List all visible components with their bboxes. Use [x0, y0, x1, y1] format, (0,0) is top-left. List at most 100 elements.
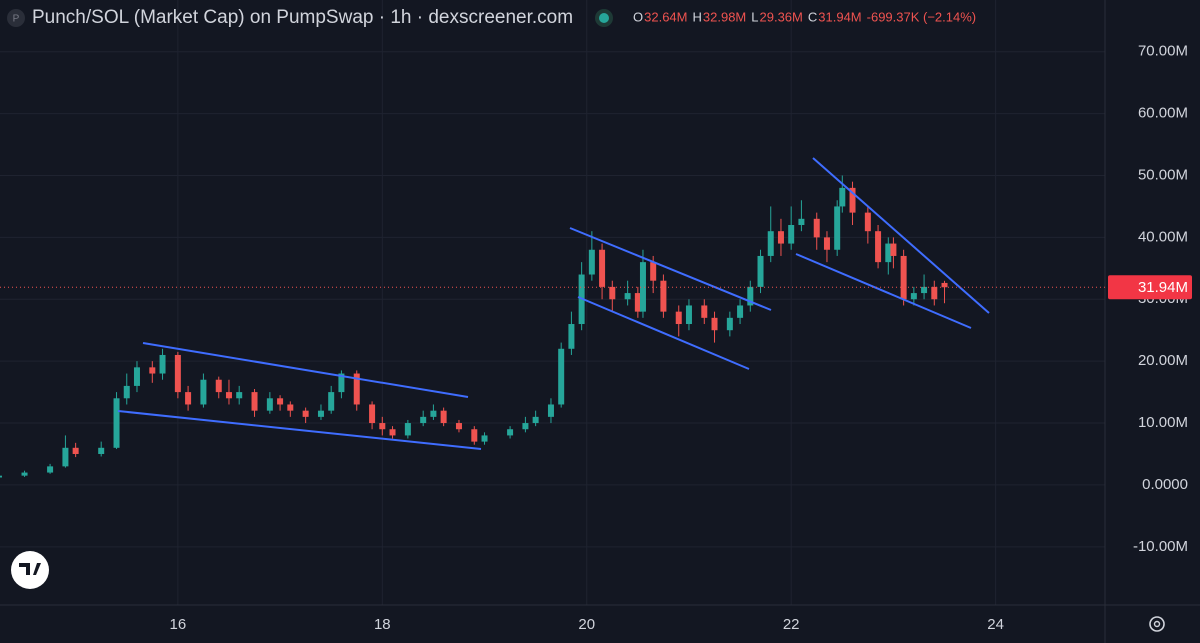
candle-body — [98, 447, 105, 454]
candle-body — [215, 379, 222, 393]
candle-body — [369, 404, 376, 424]
ohlc-change: -699.37K (−2.14%) — [867, 9, 976, 24]
candle-body — [389, 429, 396, 436]
candle-body — [420, 416, 427, 424]
candle-body — [813, 218, 820, 238]
candle-body — [931, 286, 938, 300]
candle-body — [0, 475, 2, 478]
candle-body — [113, 398, 120, 448]
candle-body — [777, 231, 784, 244]
candle-body — [823, 237, 830, 250]
trend-line — [795, 253, 972, 329]
candle-body — [174, 354, 181, 393]
trend-line — [142, 342, 469, 398]
candles — [0, 175, 948, 478]
candle-body — [225, 392, 232, 399]
candle-body — [133, 367, 140, 386]
candle-body — [849, 187, 856, 213]
ohlc-key: C — [808, 9, 817, 24]
candle-body — [317, 410, 324, 417]
ohlc-value: 32.64M — [644, 9, 687, 24]
chart-title: Punch/SOL (Market Cap) on PumpSwap · 1h … — [32, 7, 573, 28]
candle-body — [72, 447, 79, 454]
candle-body — [455, 423, 462, 430]
candle-body — [890, 243, 897, 256]
candle-body — [471, 429, 478, 442]
x-tick-label: 16 — [170, 616, 187, 633]
y-tick-label: 50.00M — [1138, 166, 1188, 183]
candle-body — [47, 466, 54, 473]
x-tick-label: 20 — [578, 616, 595, 633]
ohlc-key: L — [751, 9, 758, 24]
trend-line — [812, 157, 990, 314]
candle-body — [481, 435, 488, 442]
candle-body — [737, 305, 744, 318]
candle-body — [440, 410, 447, 424]
candle-body — [639, 262, 646, 312]
candle-body — [599, 249, 606, 287]
candle-body — [921, 286, 928, 294]
candle-body — [711, 317, 718, 331]
ohlc-key: O — [633, 9, 643, 24]
candle-body — [941, 282, 948, 288]
candle-body — [302, 410, 309, 417]
candle-body — [159, 354, 166, 374]
candle-body — [123, 385, 130, 399]
trend-line — [569, 227, 772, 311]
candle-body — [532, 416, 539, 424]
candle-body — [185, 392, 192, 405]
candle-body — [62, 447, 69, 467]
candle-body — [798, 218, 805, 225]
candle-body — [588, 249, 595, 275]
axes: -10.00M0.000010.00M20.00M30.00M40.00M50.… — [0, 43, 1192, 633]
y-tick-label: 60.00M — [1138, 105, 1188, 122]
candle-body — [149, 367, 156, 374]
candle-body — [675, 311, 682, 325]
status-dot — [599, 13, 609, 23]
candle-body — [839, 187, 846, 207]
candle-body — [21, 472, 28, 476]
ohlc-legend: O 32.64M H 32.98M L 29.36M C 31.94M -699.37K (−2… — [633, 9, 976, 24]
candle-body — [522, 423, 529, 430]
candle-body — [747, 286, 754, 306]
trend-lines — [117, 157, 990, 450]
candle-body — [236, 392, 243, 399]
candle-body — [200, 379, 207, 405]
y-tick-label: 70.00M — [1138, 43, 1188, 60]
candle-body — [685, 305, 692, 325]
ohlc-value: 29.36M — [760, 9, 803, 24]
symbol-icon — [7, 9, 25, 27]
settings-icon[interactable] — [1149, 616, 1165, 632]
y-tick-label: -10.00M — [1133, 538, 1188, 555]
candle-body — [910, 293, 917, 300]
candle-body — [726, 317, 733, 331]
candle-body — [650, 262, 657, 281]
x-tick-label: 18 — [374, 616, 391, 633]
y-tick-label: 10.00M — [1138, 414, 1188, 431]
grid — [0, 0, 1105, 605]
candle-body — [379, 423, 386, 430]
candle-body — [875, 231, 882, 263]
y-tick-label: 40.00M — [1138, 228, 1188, 245]
candle-body — [900, 255, 907, 300]
candle-body — [266, 398, 273, 411]
candle-body — [353, 373, 360, 405]
last-price-label: 31.94M — [1138, 279, 1188, 296]
trend-line — [117, 410, 482, 450]
ohlc-value: 31.94M — [818, 9, 861, 24]
trend-line — [577, 296, 750, 370]
candle-body — [634, 293, 641, 312]
candle-body — [507, 429, 514, 436]
logo-mark — [19, 563, 41, 575]
candle-body — [788, 225, 795, 244]
candle-body — [338, 373, 345, 393]
last-price-tag — [1108, 275, 1192, 300]
y-tick-label: 20.00M — [1138, 352, 1188, 369]
candle-body — [885, 243, 892, 263]
x-tick-label: 22 — [783, 616, 800, 633]
x-tick-label: 24 — [987, 616, 1004, 633]
candle-body — [660, 280, 667, 312]
candle-body — [864, 212, 871, 232]
candle-body — [624, 293, 631, 300]
